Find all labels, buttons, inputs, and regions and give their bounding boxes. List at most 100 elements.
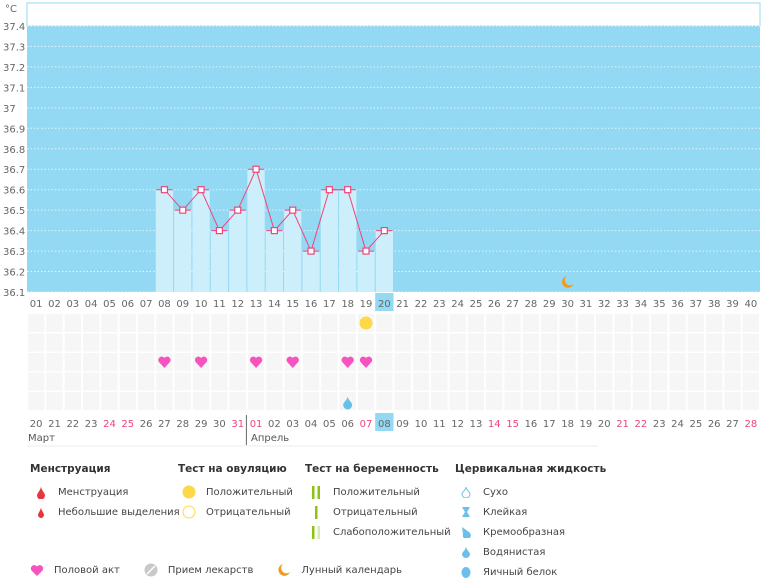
cycle-day-label: 07 xyxy=(140,299,153,310)
marker-cell xyxy=(394,333,411,352)
marker-cell xyxy=(706,372,723,391)
marker-cell xyxy=(192,333,210,352)
marker-cell xyxy=(101,314,118,332)
marker-cell xyxy=(596,392,613,410)
marker-cell xyxy=(376,353,393,371)
marker-cell xyxy=(229,392,246,410)
marker-cell xyxy=(412,314,430,332)
moon-icon xyxy=(273,563,295,577)
marker-cell xyxy=(119,314,136,332)
marker-cell xyxy=(156,392,173,410)
marker-cell xyxy=(467,392,485,410)
marker-cell xyxy=(28,392,45,410)
marker-cell xyxy=(339,372,356,391)
legend-item: Яичный белок xyxy=(483,566,558,578)
temperature-bar xyxy=(302,251,320,292)
marker-cell xyxy=(192,372,210,391)
cycle-day-label: 28 xyxy=(525,299,538,310)
legend-item: Небольшие выделения xyxy=(58,506,180,518)
date-label: 28 xyxy=(744,419,757,430)
marker-cell xyxy=(577,372,595,391)
y-tick-label: 36.7 xyxy=(3,165,25,176)
marker-cell xyxy=(302,392,320,410)
marker-cell xyxy=(394,372,411,391)
legend-ovulation: Тест на овуляцию Положительный Отрицател… xyxy=(178,463,293,522)
marker-cell xyxy=(541,314,558,332)
temperature-point xyxy=(179,206,187,214)
cycle-day-label: 37 xyxy=(689,299,702,310)
marker-cell xyxy=(541,392,558,410)
marker-cell xyxy=(431,314,448,332)
marker-cell xyxy=(211,392,228,410)
marker-cell xyxy=(211,333,228,352)
marker-cell xyxy=(522,372,540,391)
date-label: 22 xyxy=(635,419,648,430)
marker-cell xyxy=(302,353,320,371)
marker-cell xyxy=(614,392,631,410)
y-tick-label: 37.1 xyxy=(3,83,25,94)
chart-top-area xyxy=(26,2,761,27)
marker-cell xyxy=(687,372,705,391)
cycle-day-label: 13 xyxy=(250,299,263,310)
marker-cell xyxy=(577,353,595,371)
marker-cell xyxy=(119,392,136,410)
drop-icon xyxy=(30,485,52,499)
date-label: 09 xyxy=(396,419,409,430)
date-label: 23 xyxy=(85,419,98,430)
marker-cell xyxy=(412,333,430,352)
date-label: 05 xyxy=(323,419,336,430)
marker-cell xyxy=(394,314,411,332)
marker-cell xyxy=(632,353,650,371)
date-label: 24 xyxy=(103,419,116,430)
marker-cell xyxy=(669,392,686,410)
cycle-day-label: 40 xyxy=(744,299,757,310)
temperature-point xyxy=(252,165,260,173)
temperature-bar xyxy=(357,251,375,292)
marker-cell xyxy=(632,392,650,410)
date-label: 02 xyxy=(268,419,281,430)
legend-item: Половой акт xyxy=(54,564,120,576)
marker-cell xyxy=(467,372,485,391)
cycle-day-label: 04 xyxy=(85,299,98,310)
temperature-bar xyxy=(247,169,265,292)
marker-cell xyxy=(64,314,81,332)
marker-cell xyxy=(541,372,558,391)
temperature-point xyxy=(362,247,370,255)
legend-title: Менструация xyxy=(30,463,111,475)
marker-cell xyxy=(46,314,63,332)
marker-cell xyxy=(357,372,375,391)
legend-other: Половой акт Прием лекарств Лунный календ… xyxy=(26,560,402,580)
legend-item: Лунный календарь xyxy=(301,564,402,576)
marker-cell xyxy=(64,333,81,352)
date-label: 01 xyxy=(250,419,263,430)
marker-cell xyxy=(706,333,723,352)
marker-cell xyxy=(376,314,393,332)
marker-cell xyxy=(394,392,411,410)
circle-filled-icon xyxy=(178,485,200,499)
temperature-point xyxy=(307,247,315,255)
heart-icon xyxy=(341,356,354,368)
marker-cell xyxy=(724,333,741,352)
marker-cell xyxy=(504,353,521,371)
marker-cell xyxy=(174,353,191,371)
marker-cell xyxy=(321,353,338,371)
marker-cell xyxy=(137,314,155,332)
date-label: 22 xyxy=(66,419,79,430)
marker-cell xyxy=(321,392,338,410)
legend-item: Сухо xyxy=(483,486,508,498)
cycle-day-label: 24 xyxy=(451,299,464,310)
marker-cell xyxy=(486,353,503,371)
y-tick-label: 36.5 xyxy=(3,206,25,217)
marker-cell xyxy=(577,333,595,352)
marker-cell xyxy=(614,353,631,371)
marker-cell xyxy=(522,353,540,371)
marker-cell xyxy=(82,333,100,352)
marker-cell xyxy=(431,353,448,371)
marker-cell xyxy=(669,333,686,352)
marker-cell xyxy=(449,392,466,410)
marker-cell xyxy=(467,333,485,352)
marker-cell xyxy=(742,372,759,391)
marker-cell xyxy=(247,372,265,391)
y-tick-label: 36.1 xyxy=(3,288,25,299)
marker-cell xyxy=(651,314,668,332)
